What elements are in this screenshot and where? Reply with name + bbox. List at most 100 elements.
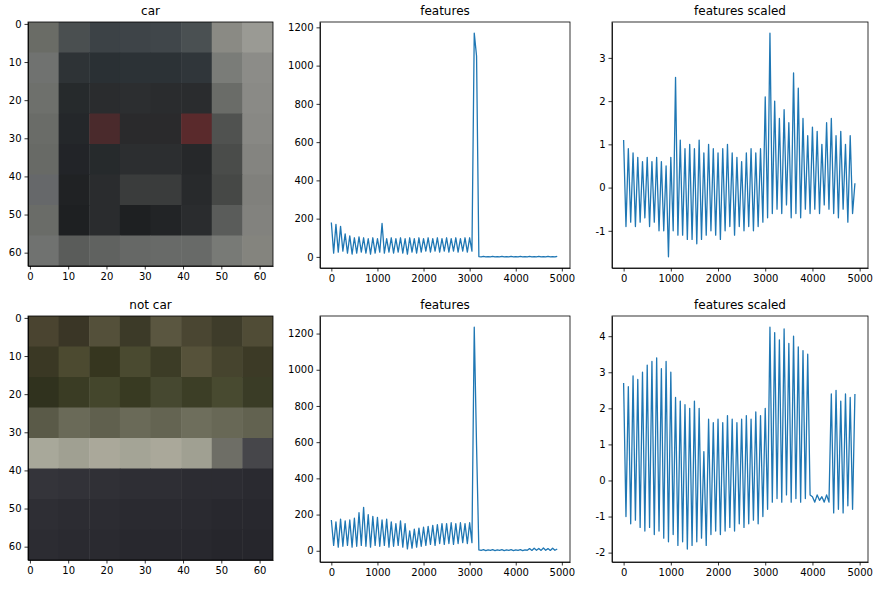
panel: 01020304050600102030405060not car: [9, 298, 274, 576]
panel: 01020304050600102030405060car: [9, 4, 274, 282]
y-tick-mark: [609, 517, 613, 518]
x-tick-label: 1000: [365, 567, 390, 578]
image-cell: [89, 377, 120, 408]
x-tick-mark: [145, 560, 146, 564]
x-tick: 1000: [365, 268, 390, 284]
title: features scaled: [694, 298, 786, 312]
image-cell: [151, 377, 182, 408]
y-tick: 40: [9, 171, 28, 182]
x-tick-mark: [671, 268, 672, 272]
image-cell: [212, 114, 243, 145]
y-tick: 800: [294, 401, 320, 412]
image-cell: [28, 469, 59, 500]
x-tick: 0: [27, 560, 33, 576]
image-cell: [89, 175, 120, 206]
x-tick-label: 2000: [706, 273, 731, 284]
y-tick: -2: [596, 547, 612, 558]
image-cell: [212, 530, 243, 561]
y-axis-line: [28, 23, 29, 267]
y-tick: -1: [596, 226, 612, 237]
y-tick: 3: [599, 53, 612, 64]
y-tick: 10: [9, 351, 28, 362]
x-tick: 4000: [504, 268, 529, 284]
y-tick: 20: [9, 389, 28, 400]
image-cell: [212, 205, 243, 236]
plot-area: [28, 316, 273, 560]
y-tick: 800: [294, 99, 320, 110]
y-axis: -2-101234: [596, 317, 613, 563]
image-cell: [59, 205, 90, 236]
frame: [320, 22, 570, 268]
image-cell: [120, 175, 151, 206]
image-cell: [242, 408, 273, 439]
image-cell: [59, 175, 90, 206]
x-tick: 60: [254, 266, 267, 282]
image-cell: [59, 144, 90, 175]
x-tick-label: 0: [27, 565, 33, 576]
panel: 010002000300040005000-2-101234features s…: [596, 298, 873, 578]
x-axis-line: [613, 562, 869, 563]
image-cell: [151, 83, 182, 114]
y-tick-mark: [609, 444, 613, 445]
x-tick-mark: [106, 560, 107, 564]
image-cell: [89, 114, 120, 145]
x-tick: 30: [139, 266, 152, 282]
y-axis-line: [320, 317, 321, 563]
x-axis: 010002000300040005000: [321, 268, 576, 284]
y-tick: 600: [294, 137, 320, 148]
y-tick: 600: [294, 437, 320, 448]
x-axis-line: [321, 268, 571, 269]
x-tick-label: 20: [101, 271, 114, 282]
y-tick-label: 400: [294, 473, 313, 484]
image-cell: [181, 438, 212, 469]
y-tick-label: 2: [599, 403, 605, 414]
image-cell: [89, 205, 120, 236]
image-cell: [59, 53, 90, 84]
y-tick: 400: [294, 473, 320, 484]
image-cell: [28, 205, 59, 236]
y-tick-label: 1200: [288, 22, 313, 33]
x-tick-mark: [331, 562, 332, 566]
image-cell: [151, 205, 182, 236]
x-tick-label: 10: [62, 271, 75, 282]
x-tick-label: 5000: [847, 567, 872, 578]
x-tick-label: 5000: [550, 273, 575, 284]
x-tick-mark: [260, 560, 261, 564]
image-cell: [89, 469, 120, 500]
image-cell: [28, 377, 59, 408]
y-tick-mark: [609, 372, 613, 373]
image-cell: [181, 53, 212, 84]
y-tick-label: 10: [9, 57, 22, 68]
x-tick: 1000: [365, 562, 390, 578]
y-tick: 30: [9, 427, 28, 438]
image-cell: [59, 22, 90, 53]
y-tick-label: 0: [307, 252, 313, 263]
image-cell: [59, 114, 90, 145]
y-axis: -10123: [596, 23, 613, 269]
y-tick-label: 20: [9, 389, 22, 400]
frame: [320, 316, 570, 562]
x-tick-mark: [624, 268, 625, 272]
x-tick: 0: [621, 562, 627, 578]
x-tick-label: 2000: [411, 273, 436, 284]
x-tick-label: 2000: [706, 567, 731, 578]
image-cell: [59, 236, 90, 267]
y-tick-label: 20: [9, 95, 22, 106]
x-tick-label: 60: [254, 565, 267, 576]
plot-area: [331, 327, 557, 550]
image-cell: [120, 530, 151, 561]
y-tick-label: 0: [15, 19, 21, 30]
panel: 0100020003000400050000200400600800100012…: [288, 298, 575, 578]
x-tick-label: 3000: [753, 273, 778, 284]
frame: [612, 22, 868, 268]
y-tick-mark: [317, 551, 321, 552]
y-tick-mark: [317, 104, 321, 105]
x-tick: 4000: [504, 562, 529, 578]
x-tick: 3000: [457, 562, 482, 578]
x-tick-mark: [30, 266, 31, 270]
image-cell: [242, 53, 273, 84]
y-tick-label: 60: [9, 541, 22, 552]
image-cell: [89, 316, 120, 347]
image-cell: [151, 22, 182, 53]
x-tick-mark: [812, 562, 813, 566]
